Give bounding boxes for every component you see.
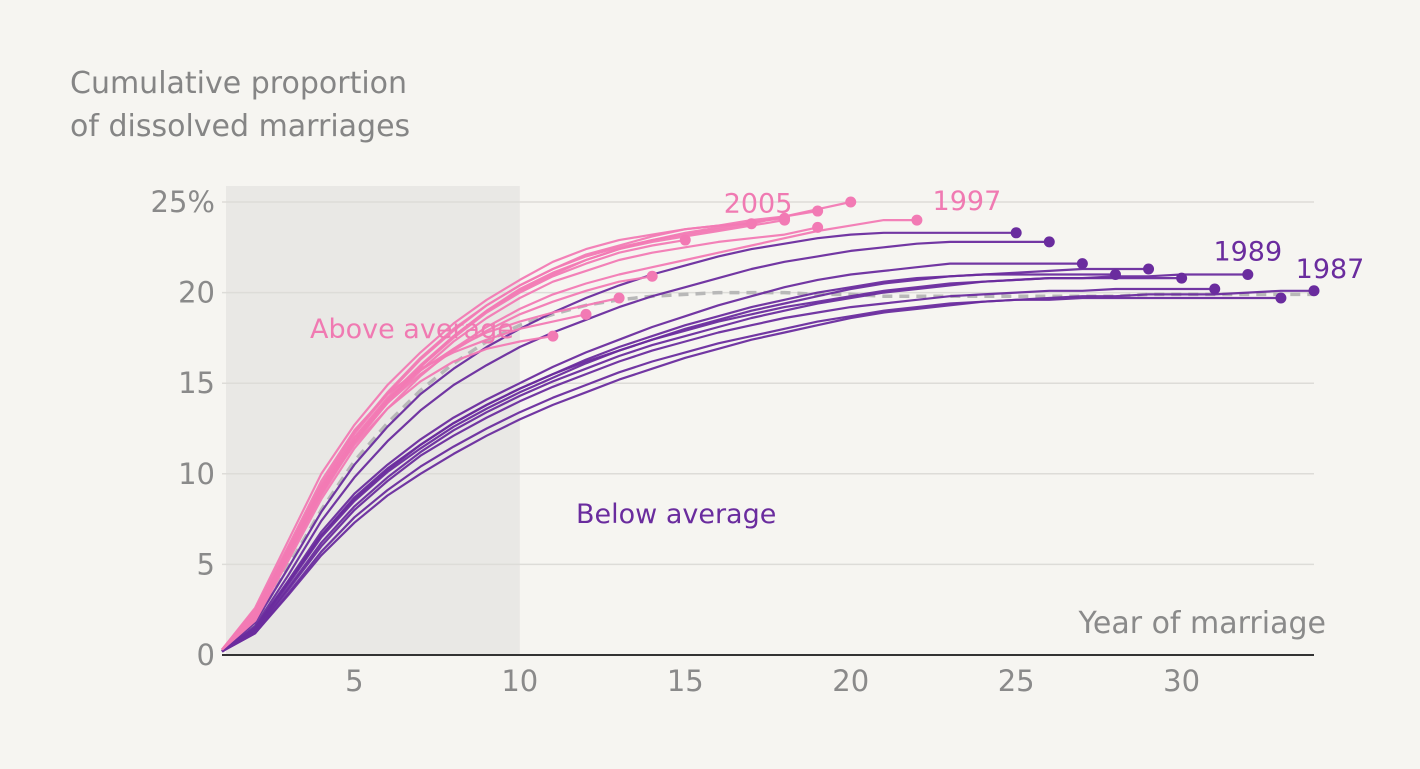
y-tick-label-5: 5 (197, 547, 215, 581)
y-tick-label-15: 15 (178, 366, 215, 400)
above-endpoint-2 (580, 308, 592, 320)
below-label-1987: 1987 (1296, 254, 1365, 285)
below-series-5 (221, 263, 1155, 653)
x-tick-label-10: 10 (501, 664, 538, 698)
below-series-8 (221, 268, 1254, 653)
above-label-2005: 2005 (724, 189, 793, 220)
above-endpoint-1 (845, 196, 857, 208)
below-line-8 (221, 273, 1248, 653)
above-line-12 (221, 219, 917, 651)
below-endpoint-8 (1242, 268, 1254, 280)
y-axis-title-line-1: Cumulative proportion (70, 66, 408, 101)
below-endpoint-1 (1010, 227, 1022, 239)
above-label-1997: 1997 (933, 186, 1002, 217)
below-endpoint-10 (1308, 285, 1320, 297)
above-line-10 (221, 226, 818, 651)
below-series-3 (221, 258, 1088, 653)
y-tick-label-10: 10 (178, 457, 215, 491)
annotation-below-average: Below average (576, 499, 776, 530)
x-tick-label-20: 20 (832, 664, 869, 698)
below-line-9 (221, 296, 1281, 653)
annotation-above-average: Above average (310, 314, 514, 345)
below-endpoint-7 (1209, 283, 1221, 295)
below-series-7 (221, 283, 1221, 653)
below-endpoint-5 (1143, 263, 1155, 275)
above-series-12 (221, 214, 923, 651)
above-series-7 (221, 205, 824, 651)
y-tick-label-0: 0 (197, 638, 215, 672)
below-series-10 (221, 285, 1320, 653)
x-tick-label-25: 25 (998, 664, 1035, 698)
x-axis-title: Year of marriage (1078, 606, 1326, 641)
x-tick-label-5: 5 (345, 664, 363, 698)
y-axis-title-line-2: of dissolved marriages (70, 109, 411, 144)
above-endpoint-7 (812, 205, 824, 217)
above-line-1 (221, 200, 851, 651)
above-series-1 (221, 196, 857, 651)
below-line-3 (221, 262, 1083, 653)
below-endpoint-2 (1043, 236, 1055, 248)
below-series-9 (221, 292, 1287, 653)
below-line-2 (221, 240, 1050, 653)
below-line-1 (221, 231, 1017, 653)
below-endpoint-3 (1076, 258, 1088, 270)
below-label-1989: 1989 (1213, 236, 1282, 267)
above-endpoint-4 (613, 292, 625, 304)
above-endpoint-11 (646, 270, 658, 282)
below-series-1 (221, 227, 1022, 653)
below-series-2 (221, 236, 1055, 653)
above-endpoint-9 (779, 214, 791, 226)
below-line-10 (221, 289, 1314, 653)
above-endpoint-3 (547, 330, 559, 342)
below-line-5 (221, 267, 1149, 653)
below-endpoint-9 (1275, 292, 1287, 304)
below-line-7 (221, 287, 1215, 653)
y-tick-label-25: 25% (151, 185, 215, 219)
x-tick-label-30: 30 (1163, 664, 1200, 698)
above-endpoint-12 (911, 214, 923, 226)
x-tick-label-15: 15 (667, 664, 704, 698)
y-tick-label-20: 20 (178, 276, 215, 310)
y-axis-title: Cumulative proportion of dissolved marri… (70, 62, 490, 148)
above-line-7 (221, 210, 818, 651)
